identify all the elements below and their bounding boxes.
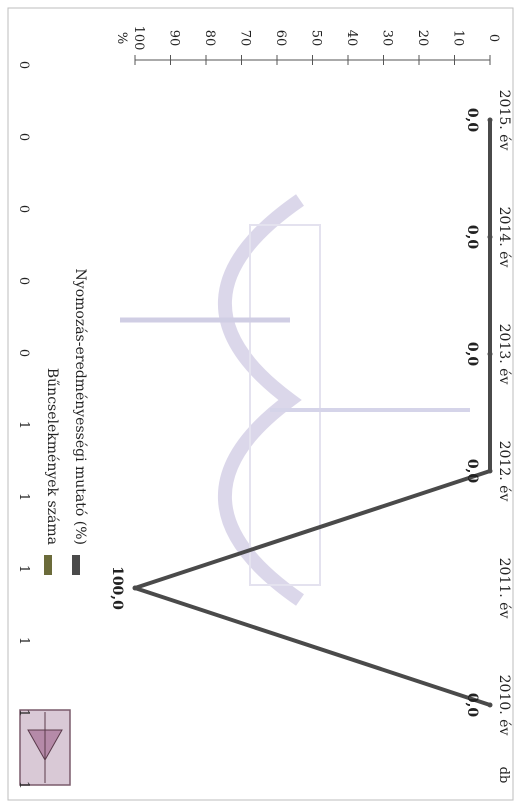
legend: Bűncselekmények száma Nyomozás-eredményes… (44, 269, 88, 575)
series-layer (132, 117, 493, 708)
series-point (487, 468, 493, 474)
data-label: 0,0 (464, 108, 480, 133)
left-tick-label: 0 (16, 61, 31, 69)
right-tick-label: 10 (451, 30, 466, 47)
right-tick-label: 40 (344, 30, 359, 47)
left-tick-label: 0 (16, 205, 31, 213)
series-point (487, 117, 493, 123)
coat-of-arms-emblem (19, 709, 71, 786)
right-tick-label: 50 (309, 30, 324, 47)
category-label: 2012. év (496, 441, 512, 502)
watermark-arc (218, 194, 304, 606)
category-label: 2010. év (496, 675, 512, 736)
data-label: 0,0 (464, 342, 480, 367)
left-tick-label: 1 (16, 781, 31, 789)
series-line-nyomozas (133, 120, 492, 707)
right-tick-label: 30 (380, 30, 395, 47)
right-tick-label: 100 (131, 26, 146, 51)
watermark-building (120, 194, 470, 606)
left-tick-label: 0 (16, 349, 31, 357)
category-label: 2015. év (496, 90, 512, 151)
data-label: 0,0 (464, 225, 480, 250)
watermark-body (249, 224, 321, 586)
right-axis: 0 10 20 30 40 50 60 70 80 90 100% (114, 26, 501, 65)
category-label: 2014. év (496, 207, 512, 268)
category-label: 2013. év (496, 324, 512, 385)
left-tick-label: 1 (16, 493, 31, 501)
left-tick-label: 1 (16, 637, 31, 645)
left-tick-label: 1 (16, 421, 31, 429)
right-tick-label: 60 (273, 30, 288, 47)
x-tick-labels: 2010. év 2011. év 2012. év 2013. év 2014. év… (496, 90, 512, 736)
legend-label: Nyomozás-eredményességi mutató (%) (72, 269, 88, 545)
data-labels: 0,0 100,0 0,0 0,0 0,0 0,0 (109, 108, 480, 718)
legend-swatch (44, 555, 52, 575)
left-tick-label: 0 (16, 277, 31, 285)
legend-swatch (72, 555, 80, 575)
category-label: 2011. év (496, 558, 512, 619)
chart-frame (7, 7, 514, 801)
right-axis-title: % (114, 32, 129, 44)
right-tick-label: 20 (415, 30, 430, 47)
left-tick-label: 0 (16, 133, 31, 141)
left-axis-title: db (496, 767, 511, 784)
series-point (487, 351, 493, 357)
series-point (487, 234, 493, 240)
legend-label: Bűncselekmények száma (44, 368, 60, 545)
data-label: 0,0 (464, 693, 480, 718)
right-tick-label: 0 (486, 34, 501, 42)
left-tick-label: 1 (16, 709, 31, 717)
left-axis: 1 1 1 1 1 1 0 0 0 0 0 db (16, 61, 511, 789)
series-point (132, 585, 138, 591)
right-tick-label: 70 (238, 30, 253, 47)
left-tick-label: 1 (16, 565, 31, 573)
series-point (487, 702, 493, 708)
data-label: 0,0 (464, 459, 480, 484)
right-tick-label: 80 (202, 30, 217, 47)
right-tick-label: 90 (167, 30, 182, 47)
data-label: 100,0 (109, 566, 125, 610)
